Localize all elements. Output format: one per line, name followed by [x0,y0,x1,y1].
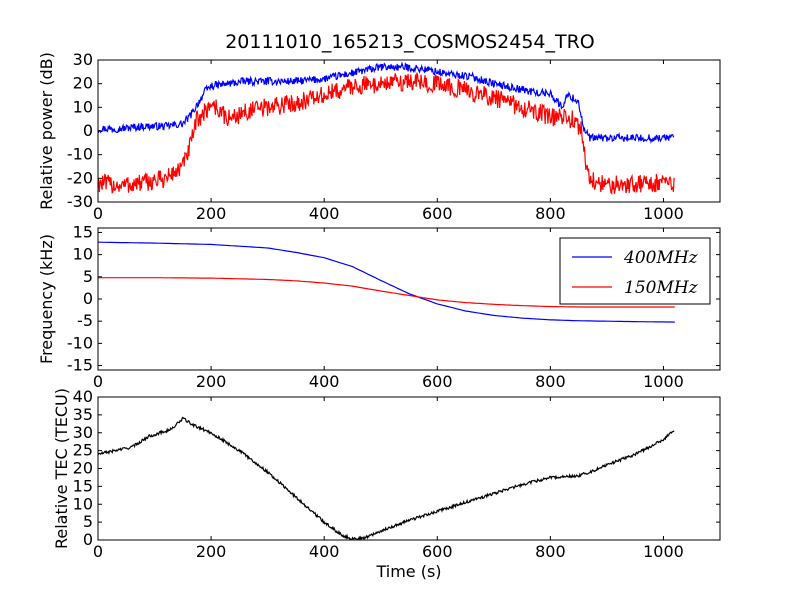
panel-frequency: 0 200 400 600 800 1000 -15 -10 -5 0 5 10 15 Frequency… [37,222,721,391]
x-tick-label-tec: 400 [309,542,340,561]
figure-title: 20111010_165213_COSMOS2454_TRO [225,31,595,53]
x-tick-label-power: 400 [309,204,340,223]
x-tick-label-tec: 200 [196,542,227,561]
x-tick-label-tec: 0 [93,542,103,561]
legend-box [559,237,711,305]
y-tick-label-tec: 10 [73,494,93,513]
panel-tec: 0 200 400 600 800 1000 0510152025303540Relativ… [52,387,721,581]
y-tick-label-power: 20 [73,74,93,93]
series-line-frequency-150MHz [98,277,675,308]
x-tick-label-power: 600 [422,204,453,223]
series-group-frequency [98,241,675,323]
x-tick-label-tec: 1000 [643,542,684,561]
y-tick-label-frequency: 5 [83,267,93,286]
x-tick-label-tec: 800 [535,542,566,561]
y-tick-label-tec: 20 [73,459,93,478]
y-tick-label-frequency: -10 [67,333,93,352]
x-tick-label-power: 800 [535,204,566,223]
x-tick-label-power: 0 [93,204,103,223]
y-tick-label-power: 30 [73,50,93,69]
y-tick-label-frequency: 0 [83,289,93,308]
series-group-tec [98,416,675,540]
y-tick-label-power: -30 [67,192,93,211]
x-tick-label-power: 1000 [643,204,684,223]
y-tick-label-power: 10 [73,97,93,116]
y-tick-label-tec: 5 [83,512,93,531]
y-tick-label-frequency: -5 [77,311,93,330]
x-tick-label-power: 200 [196,204,227,223]
y-axis-label-power: Relative power (dB) [37,52,56,210]
x-tick-label-frequency: 600 [422,372,453,391]
legend-label-400MHz: 400MHz [623,248,699,268]
y-tick-label-frequency: 15 [73,222,93,241]
y-tick-label-tec: 40 [73,387,93,406]
x-tick-label-frequency: 800 [535,372,566,391]
y-tick-label-power: 0 [83,121,93,140]
y-tick-label-frequency: -15 [67,356,93,375]
x-tick-label-frequency: 200 [196,372,227,391]
legend-label-150MHz: 150MHz [624,278,699,298]
x-tick-label-frequency: 1000 [643,372,684,391]
x-tick-label-frequency: 0 [93,372,103,391]
y-tick-label-power: -20 [67,168,93,187]
y-axis-label-tec: Relative TEC (TECU) [52,388,71,549]
x-axis-label-tec: Time (s) [375,562,441,581]
series-group-power [98,61,675,195]
series-line-tec-0 [98,416,675,540]
y-tick-label-power: -10 [67,145,93,164]
series-line-power-1 [98,72,675,195]
x-tick-label-frequency: 400 [309,372,340,391]
y-tick-label-frequency: 10 [73,245,93,264]
y-tick-label-tec: 35 [73,405,93,424]
y-tick-label-tec: 15 [73,476,93,495]
y-axis-label-frequency: Frequency (kHz) [37,234,56,364]
series-line-frequency-400MHz [98,241,675,323]
panel-power: 0 200 400 600 800 1000 -30 -20 -10 0 10 20 30 Relativ… [37,50,721,223]
legend-frequency: 400MHz 150MHz [559,237,711,305]
y-tick-label-tec: 30 [73,423,93,442]
y-tick-label-tec: 0 [83,530,93,549]
y-tick-label-tec: 25 [73,441,93,460]
subplots: 0 200 400 600 800 1000-30-20-100102030Relativ… [37,50,721,581]
series-line-power-0 [98,61,675,144]
x-tick-label-tec: 600 [422,542,453,561]
